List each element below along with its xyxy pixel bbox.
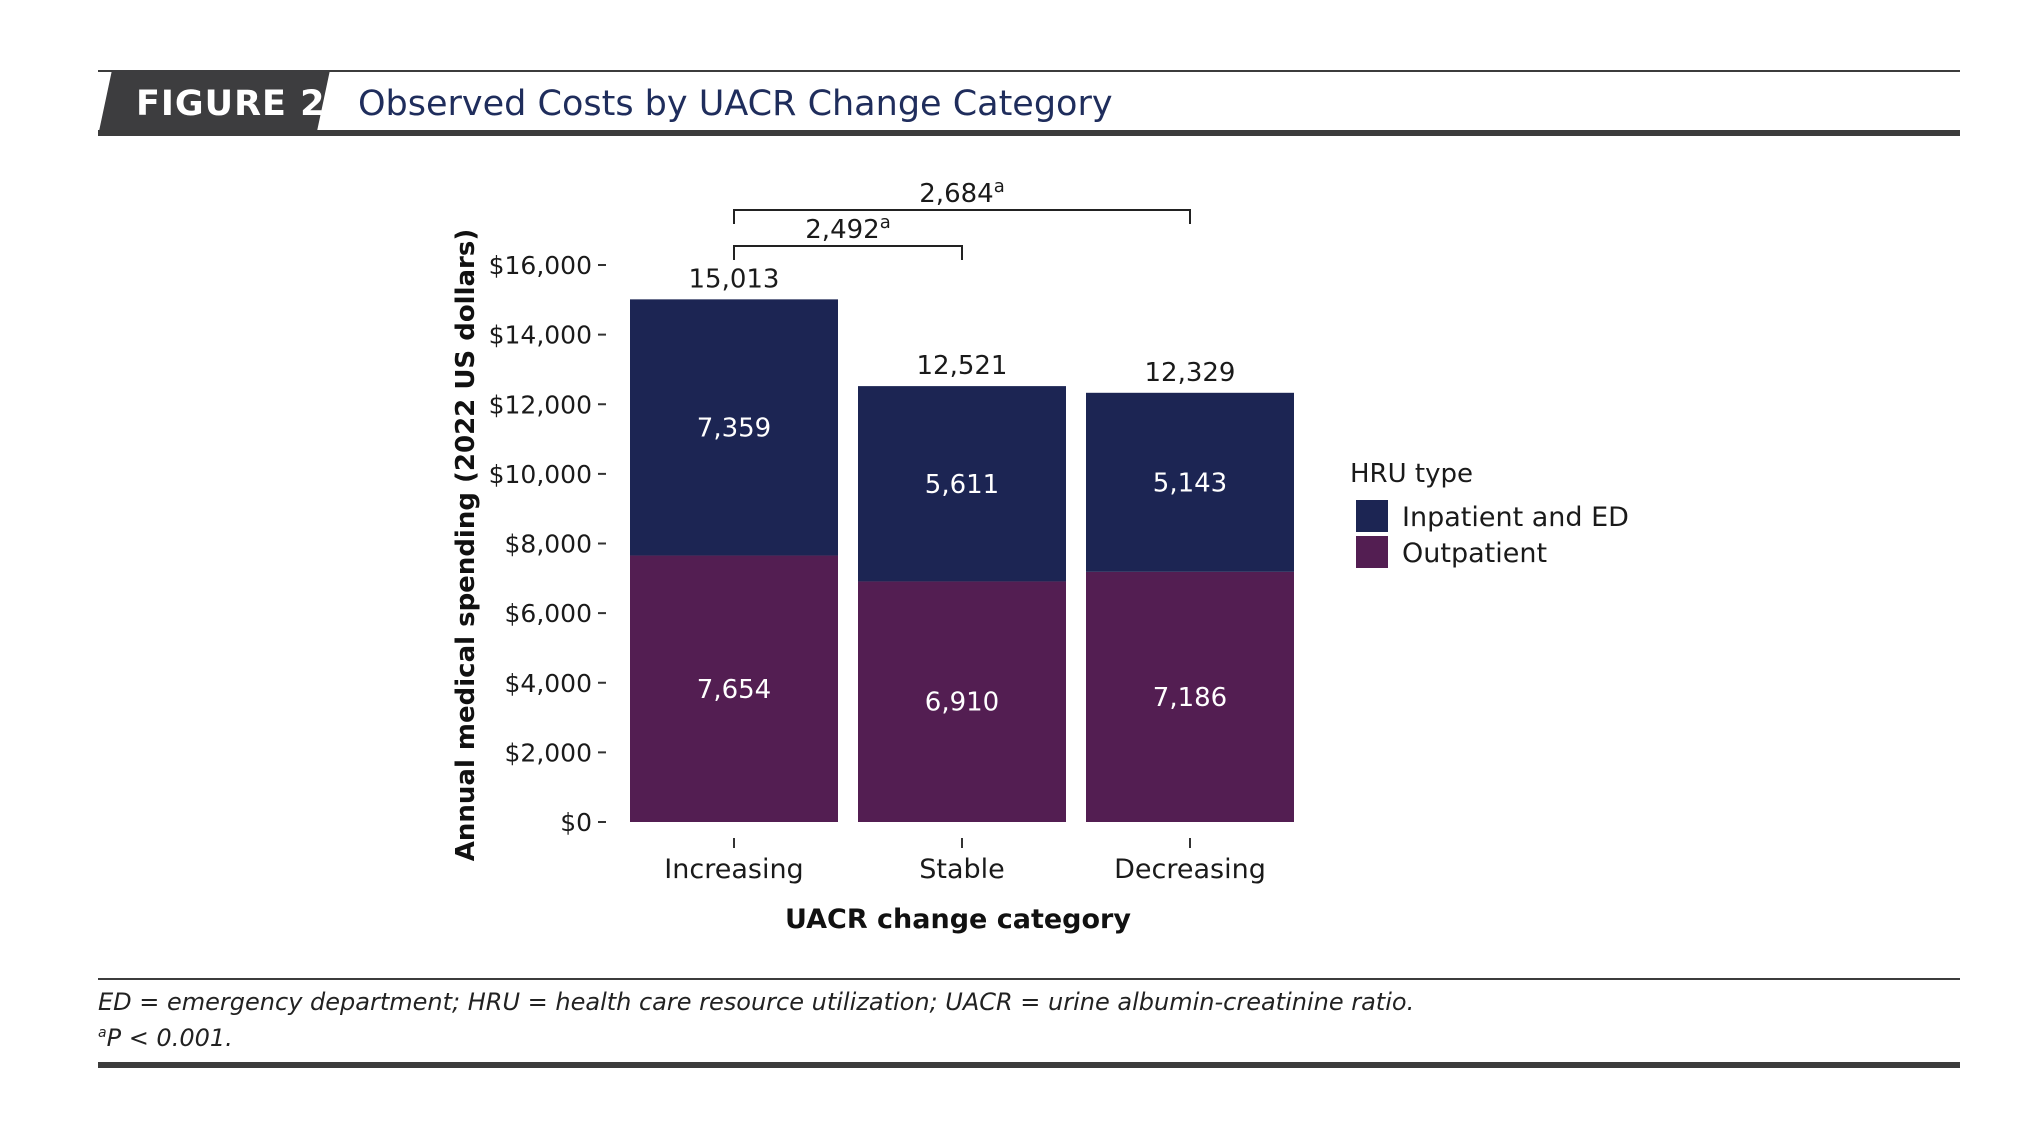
bar-outpatient-increasing: [630, 555, 838, 822]
significance-superscript: a: [994, 176, 1005, 197]
figure-label: FIGURE 2: [136, 84, 326, 124]
y-tick-label: $6,000: [505, 599, 592, 628]
bar-total-label: 12,521: [917, 351, 1008, 381]
y-tick-label: $16,000: [489, 251, 592, 280]
header-bottom-rule: [98, 130, 1960, 136]
bar-value-label: 6,910: [925, 688, 999, 718]
bar-value-label: 7,359: [697, 413, 771, 443]
x-tick-label: Stable: [919, 854, 1005, 885]
bar-value-label: 5,611: [925, 470, 999, 500]
bar-inpatient-and-ed-stable: [858, 386, 1066, 582]
legend-swatch: [1356, 500, 1388, 532]
bar-inpatient-and-ed-decreasing: [1086, 392, 1294, 572]
significance-label: 2,492a: [805, 212, 890, 245]
figure-title: Observed Costs by UACR Change Category: [358, 84, 1113, 124]
bar-value-label: 5,143: [1153, 468, 1227, 498]
significance-value: 2,684: [919, 179, 993, 209]
y-tick-label: $0: [560, 808, 592, 837]
legend-entry-label: Inpatient and ED: [1402, 502, 1629, 533]
bar-inpatient-and-ed-increasing: [630, 299, 838, 556]
bar-outpatient-stable: [858, 581, 1066, 822]
x-tick-label: Decreasing: [1114, 854, 1266, 885]
significance-superscript: a: [880, 212, 891, 233]
significance-value: 2,492: [805, 215, 879, 245]
y-tick-label: $14,000: [489, 321, 592, 350]
footnote-text: P < 0.001.: [106, 1024, 233, 1052]
x-tick-label: Increasing: [664, 854, 803, 885]
figure-label-tab: [98, 70, 330, 136]
bar-total-label: 12,329: [1145, 358, 1236, 388]
bar-outpatient-decreasing: [1086, 571, 1294, 822]
significance-bracket: [733, 245, 963, 260]
footnote-marker: a: [98, 1025, 107, 1041]
significance-bracket: [733, 209, 1191, 224]
figure-header: FIGURE 2 Observed Costs by UACR Change C…: [98, 70, 1960, 136]
significance-note: aP < 0.001.: [98, 1024, 233, 1052]
footer-bottom-rule: [98, 1062, 1960, 1068]
y-tick-label: $8,000: [505, 530, 592, 559]
y-tick-label: $2,000: [505, 738, 592, 767]
legend-entry-label: Outpatient: [1402, 538, 1547, 569]
bar-value-label: 7,186: [1153, 683, 1227, 713]
stacked-bar-chart: $0 $2,000 $4,000 $6,000 $8,000 $10,000 $12,000…: [451, 176, 1629, 935]
y-tick-label: $12,000: [489, 390, 592, 419]
y-tick-label: $4,000: [505, 669, 592, 698]
bar-value-label: 7,654: [697, 675, 771, 705]
bar-total-label: 15,013: [689, 264, 780, 294]
y-axis-title: Annual medical spending (2022 US dollars…: [451, 229, 481, 861]
header-top-rule: [98, 70, 1960, 72]
abbreviations-note: ED = emergency department; HRU = health …: [98, 988, 1415, 1016]
significance-label: 2,684a: [919, 176, 1004, 209]
y-tick-label: $10,000: [489, 460, 592, 489]
legend-swatch: [1356, 536, 1388, 568]
x-axis-title: UACR change category: [785, 904, 1131, 935]
legend-title: HRU type: [1350, 459, 1473, 489]
footer-top-rule: [98, 978, 1960, 980]
